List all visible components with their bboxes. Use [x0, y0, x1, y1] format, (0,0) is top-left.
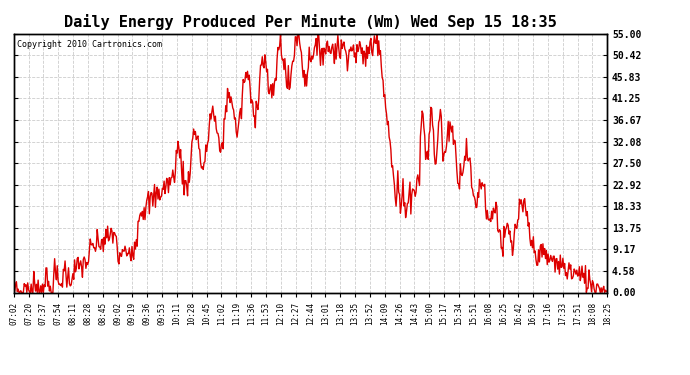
- Text: Copyright 2010 Cartronics.com: Copyright 2010 Cartronics.com: [17, 40, 161, 49]
- Title: Daily Energy Produced Per Minute (Wm) Wed Sep 15 18:35: Daily Energy Produced Per Minute (Wm) We…: [64, 14, 557, 30]
